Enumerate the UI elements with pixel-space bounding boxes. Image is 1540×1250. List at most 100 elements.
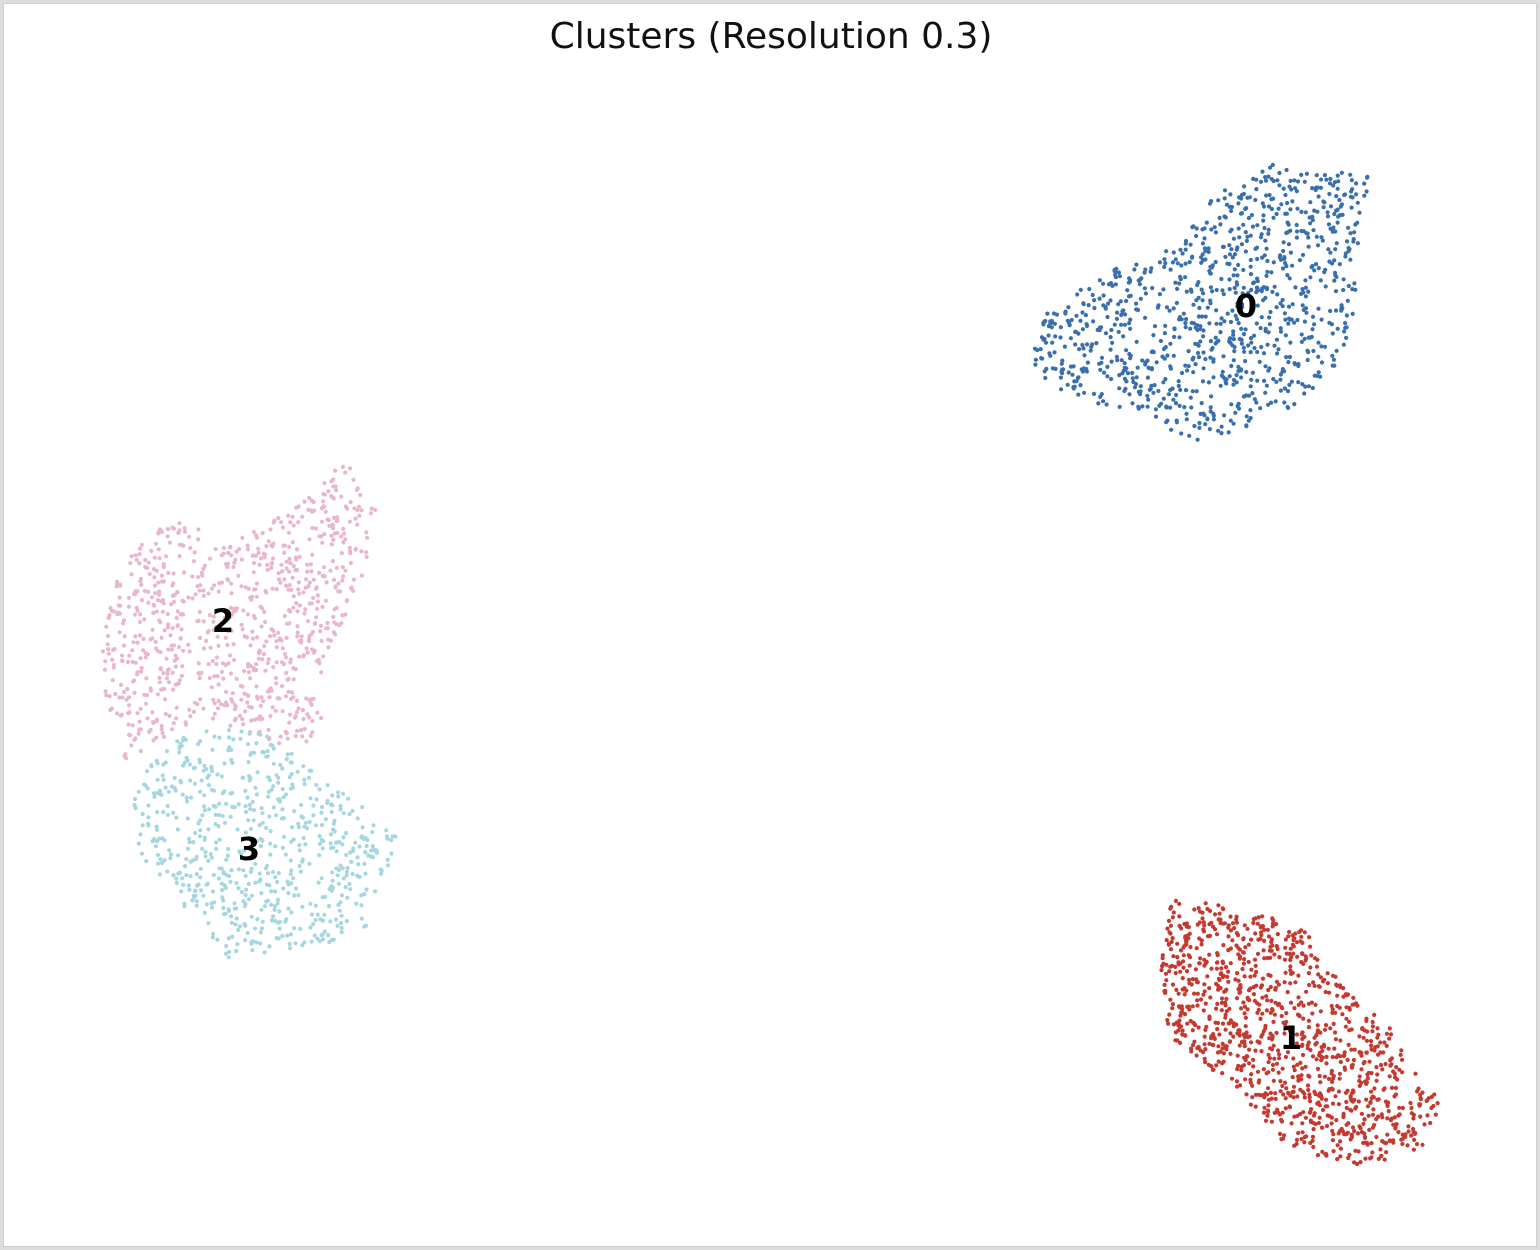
cluster-0-point [1124, 348, 1129, 353]
cluster-2-point [165, 625, 171, 630]
cluster-0-point [1235, 282, 1240, 287]
cluster-2-point [188, 714, 193, 719]
cluster-0-point [1116, 270, 1121, 275]
cluster-0-point [1177, 403, 1182, 408]
cluster-2-point [169, 602, 174, 607]
cluster-1-point [1380, 1115, 1385, 1120]
cluster-2-point [167, 680, 172, 685]
cluster-3-point [219, 774, 224, 779]
cluster-2-point [274, 645, 279, 650]
cluster-0-point [1188, 326, 1193, 331]
cluster-0-point [1306, 335, 1311, 340]
cluster-1-point [1346, 1042, 1351, 1047]
cluster-1-point [1279, 1119, 1285, 1124]
cluster-1-point [1413, 1071, 1418, 1076]
cluster-1-point [1344, 993, 1349, 998]
cluster-0-point [1126, 280, 1131, 285]
cluster-3-point [174, 815, 179, 820]
cluster-2-point [296, 706, 301, 711]
cluster-1-points [1159, 898, 1440, 1167]
cluster-0-point [1074, 379, 1079, 384]
cluster-1-point [1281, 1133, 1287, 1138]
cluster-3-point [384, 828, 389, 833]
cluster-0-point [1255, 378, 1260, 383]
cluster-1-point [1370, 1019, 1375, 1025]
cluster-2-point [165, 527, 171, 532]
cluster-3-point [249, 940, 254, 945]
cluster-1-point [1226, 934, 1231, 939]
cluster-0-point [1288, 207, 1293, 212]
cluster-0-point [1201, 366, 1206, 371]
cluster-1-point [1234, 996, 1240, 1001]
cluster-0-point [1329, 322, 1334, 327]
cluster-0-point [1334, 194, 1339, 199]
cluster-3-point [184, 755, 189, 761]
cluster-2-point [284, 635, 289, 641]
cluster-1-point [1335, 1003, 1340, 1009]
cluster-1-point [1191, 1042, 1196, 1048]
cluster-0-point [1254, 400, 1259, 405]
cluster-1-point [1370, 1024, 1375, 1029]
cluster-0-point [1075, 292, 1080, 297]
cluster-0-point [1354, 192, 1359, 197]
cluster-2-point [287, 583, 292, 588]
cluster-3-point [221, 898, 226, 903]
cluster-0-point [1195, 350, 1201, 356]
cluster-0-point [1122, 376, 1127, 381]
cluster-0-point [1103, 331, 1109, 336]
cluster-3-point [187, 836, 192, 841]
cluster-2-point [257, 562, 262, 568]
cluster-3-point [193, 830, 198, 836]
cluster-1-point [1275, 932, 1280, 937]
cluster-2-point [280, 569, 285, 574]
cluster-0-point [1248, 350, 1253, 355]
cluster-0-point [1202, 236, 1207, 241]
cluster-2-point [264, 544, 269, 549]
cluster-3-point [336, 881, 341, 886]
cluster-3-point [343, 885, 348, 890]
cluster-2-point [202, 563, 207, 568]
cluster-1-point [1337, 1076, 1342, 1081]
cluster-3-point [259, 907, 264, 912]
cluster-2-point [308, 733, 313, 739]
cluster-0-point [1280, 297, 1285, 303]
cluster-1-point [1275, 946, 1280, 952]
cluster-0-point [1325, 214, 1331, 219]
cluster-2-point [290, 514, 295, 519]
cluster-3-point [271, 805, 276, 810]
cluster-1-point [1324, 1123, 1330, 1129]
cluster-2-point [175, 623, 180, 628]
cluster-3-point [386, 863, 391, 868]
cluster-2-point [282, 550, 287, 556]
cluster-2-point [247, 704, 252, 710]
cluster-1-point [1319, 1045, 1324, 1050]
cluster-3-point [331, 885, 336, 891]
cluster-1-point [1171, 1022, 1176, 1027]
cluster-3-point [210, 935, 215, 940]
cluster-2-point [242, 669, 247, 674]
cluster-2-point [283, 694, 289, 699]
cluster-1-point [1218, 971, 1223, 977]
cluster-2-point [178, 636, 183, 641]
cluster-1-point [1285, 990, 1290, 995]
cluster-2-point [157, 675, 162, 681]
cluster-2-point [291, 666, 296, 671]
cluster-2-point [256, 546, 261, 551]
cluster-2-point [285, 677, 290, 682]
cluster-3-point [301, 764, 306, 769]
cluster-0-point [1176, 379, 1181, 384]
cluster-3-point [198, 875, 203, 880]
cluster-0-point [1179, 370, 1185, 376]
cluster-3-point [154, 827, 159, 833]
cluster-1-point [1278, 1089, 1283, 1094]
cluster-0-point [1157, 292, 1162, 297]
cluster-3-point [360, 825, 365, 830]
cluster-3-point [363, 850, 368, 855]
cluster-2-point [174, 716, 179, 721]
cluster-0-point [1158, 338, 1163, 344]
chart-title: Clusters (Resolution 0.3) [549, 16, 993, 57]
cluster-2-point [313, 621, 318, 626]
cluster-3-point [280, 845, 285, 851]
cluster-1-point [1241, 961, 1246, 966]
cluster-2-point [170, 583, 175, 588]
